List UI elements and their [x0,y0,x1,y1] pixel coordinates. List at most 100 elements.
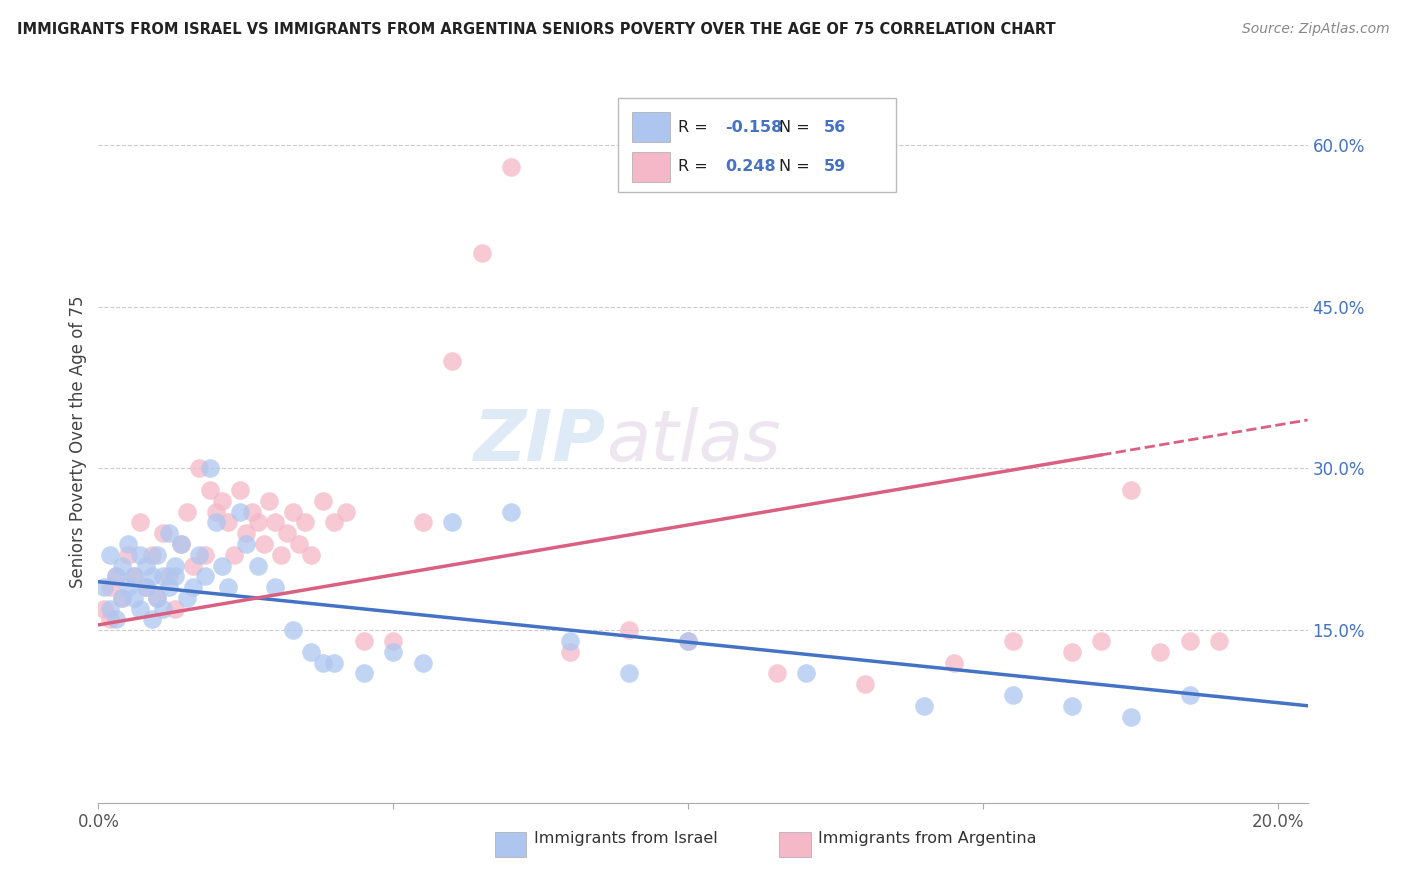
Point [311,656,333,670]
Point [98,612,121,626]
Point [229,483,252,497]
Y-axis label: Seniors Poverty Over the Age of 75: Seniors Poverty Over the Age of 75 [69,295,87,588]
Point [1001,634,1024,648]
Text: N =: N = [779,160,815,175]
Point [217,580,239,594]
Point [152,526,174,541]
Text: Immigrants from Israel: Immigrants from Israel [534,831,717,847]
Point [122,591,145,605]
Point [165,569,187,583]
Point [187,548,209,562]
Point [93,601,115,615]
Point [146,548,169,562]
Point [441,353,464,368]
Point [252,537,274,551]
Point [181,580,204,594]
Point [942,656,965,670]
Point [501,160,523,174]
Point [270,548,292,562]
Point [105,569,128,583]
Point [176,505,198,519]
Point [335,505,357,519]
Point [170,537,193,551]
Point [200,461,222,475]
Point [194,569,217,583]
Point [1119,483,1142,497]
Point [288,537,311,551]
Point [1178,634,1201,648]
Point [1090,634,1112,648]
Point [122,569,145,583]
Point [117,537,139,551]
Point [235,537,257,551]
Point [211,493,233,508]
Point [135,558,157,573]
Point [678,634,700,648]
Point [281,624,304,638]
Text: 56: 56 [824,120,846,135]
Point [176,591,198,605]
Point [382,645,405,659]
Text: atlas: atlas [606,407,780,476]
Point [222,548,245,562]
Text: -0.158: -0.158 [724,120,782,135]
Point [128,516,150,530]
Point [128,601,150,615]
Point [111,591,134,605]
Text: R =: R = [678,120,713,135]
Point [560,645,582,659]
Point [205,505,228,519]
Point [323,656,346,670]
Point [152,601,174,615]
Point [853,677,876,691]
Point [135,580,157,594]
Point [471,245,494,260]
FancyBboxPatch shape [631,152,671,182]
Point [211,558,233,573]
Point [98,548,121,562]
Point [323,516,346,530]
Point [170,537,193,551]
Point [146,591,169,605]
Point [205,516,228,530]
Point [311,493,333,508]
Point [294,516,316,530]
Point [128,548,150,562]
Point [299,548,322,562]
FancyBboxPatch shape [619,98,897,193]
Point [187,461,209,475]
Point [122,569,145,583]
Point [1178,688,1201,702]
Point [157,580,180,594]
Point [117,548,139,562]
Point [412,656,434,670]
Point [765,666,787,681]
Point [146,591,169,605]
Point [276,526,298,541]
Point [98,580,121,594]
Point [1001,688,1024,702]
Point [281,505,304,519]
Point [1149,645,1171,659]
Point [135,580,157,594]
Point [264,516,287,530]
Point [1060,645,1083,659]
FancyBboxPatch shape [631,112,671,143]
Point [1208,634,1230,648]
Point [165,601,187,615]
Point [264,580,287,594]
Point [111,591,134,605]
Point [165,558,187,573]
FancyBboxPatch shape [495,832,526,857]
Point [382,634,405,648]
Point [152,569,174,583]
Point [117,580,139,594]
Text: Source: ZipAtlas.com: Source: ZipAtlas.com [1241,22,1389,37]
Point [678,634,700,648]
Point [235,526,257,541]
Text: 0.248: 0.248 [724,160,775,175]
Text: Immigrants from Argentina: Immigrants from Argentina [818,831,1036,847]
Point [441,516,464,530]
Point [141,612,163,626]
Point [181,558,204,573]
